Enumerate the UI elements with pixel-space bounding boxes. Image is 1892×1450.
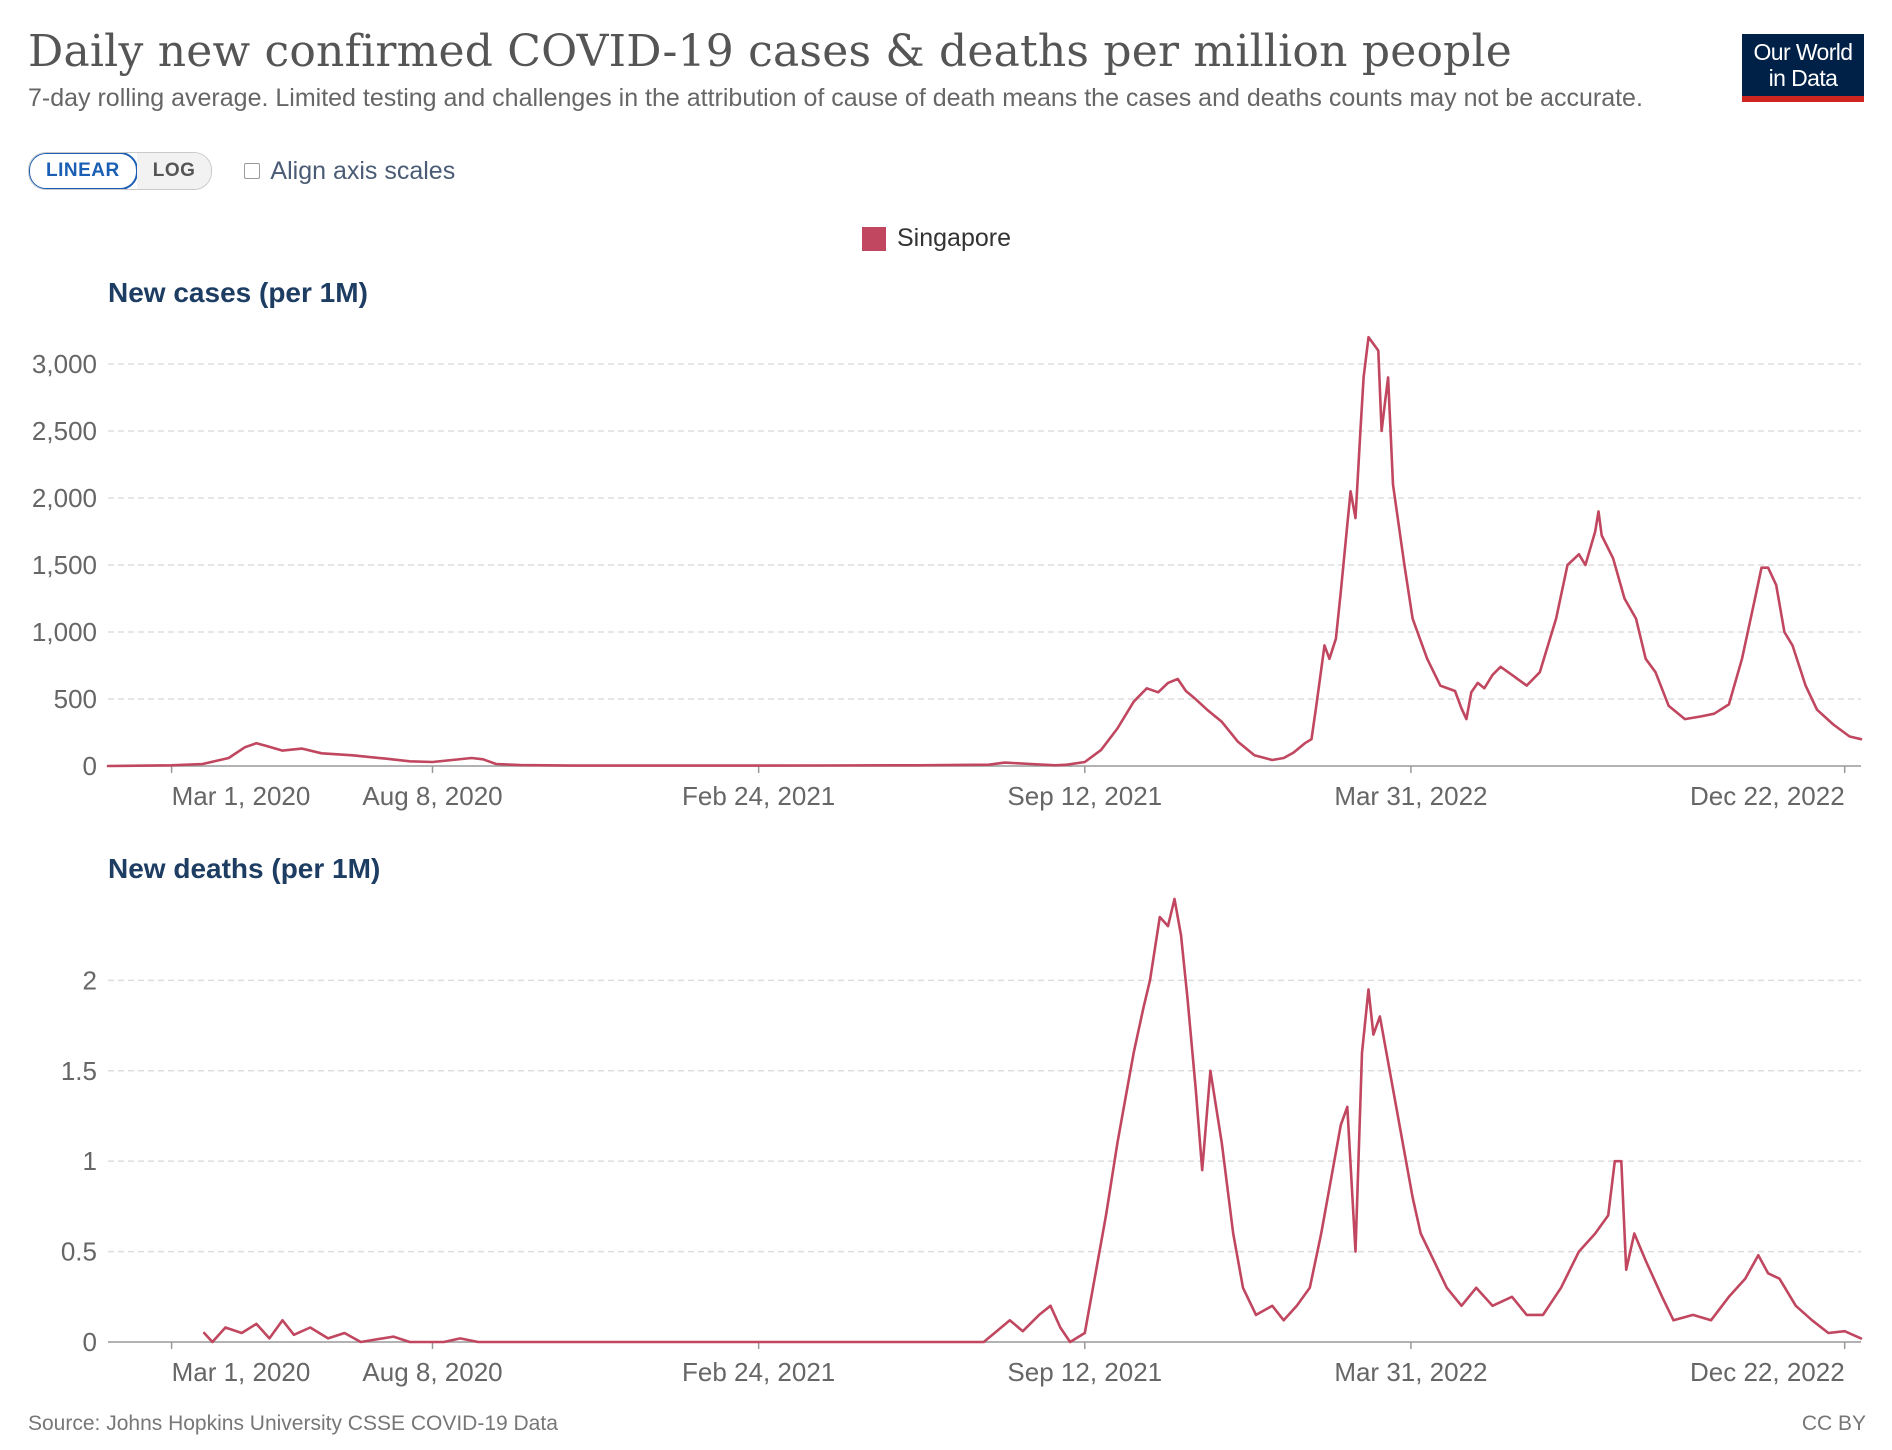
legend-item-singapore[interactable]: Singapore — [862, 224, 1011, 253]
align-axis-scales-toggle[interactable]: Align axis scales — [244, 157, 455, 186]
cases-y-tick-label: 500 — [54, 684, 97, 714]
deaths-x-tick-label: Aug 8, 2020 — [362, 1357, 502, 1387]
deaths-x-tick-label: Sep 12, 2021 — [1007, 1357, 1162, 1387]
cases-y-tick-label: 3,000 — [32, 349, 97, 379]
cases-y-tick-label: 2,500 — [32, 416, 97, 446]
logo-line-2: in Data — [1768, 65, 1838, 91]
align-axis-checkbox[interactable] — [244, 163, 261, 179]
deaths-y-tick-label: 2 — [83, 965, 97, 995]
deaths-x-tick-label: Dec 22, 2022 — [1690, 1357, 1845, 1387]
deaths-y-tick-label: 1 — [83, 1146, 97, 1176]
cases-series-line-singapore[interactable] — [106, 335, 1863, 768]
owid-logo[interactable]: Our World in Data — [1742, 34, 1864, 102]
cases-y-tick-label: 0 — [83, 751, 97, 781]
deaths-series-line-singapore[interactable] — [202, 897, 1863, 1344]
legend-swatch — [862, 226, 886, 251]
cases-x-tick-label: Sep 12, 2021 — [1007, 781, 1162, 811]
cases-x-tick-label: Aug 8, 2020 — [362, 781, 502, 811]
deaths-x-tick-label: Feb 24, 2021 — [682, 1357, 835, 1387]
license-link[interactable]: CC BY — [1801, 1412, 1866, 1435]
cases-panel-title: New cases (per 1M) — [108, 277, 368, 308]
align-axis-label: Align axis scales — [270, 156, 456, 185]
deaths-panel-title: New deaths (per 1M) — [108, 853, 380, 884]
chart-subtitle: 7-day rolling average. Limited testing a… — [28, 84, 1643, 112]
deaths-y-tick-label: 1.5 — [61, 1056, 97, 1086]
cases-x-tick-label: Feb 24, 2021 — [682, 781, 835, 811]
cases-y-tick-label: 1,500 — [32, 550, 97, 580]
chart-title: Daily new confirmed COVID-19 cases & dea… — [28, 26, 1513, 77]
legend-label: Singapore — [897, 224, 1011, 252]
logo-line-1: Our World — [1753, 39, 1854, 65]
deaths-x-tick-label: Mar 1, 2020 — [172, 1357, 311, 1387]
chart-controls: LINEAR LOG Align axis scales — [28, 152, 455, 190]
cases-y-tick-label: 1,000 — [32, 617, 97, 647]
cases-x-tick-label: Mar 1, 2020 — [172, 781, 311, 811]
cases-x-tick-label: Dec 22, 2022 — [1690, 781, 1845, 811]
cases-y-tick-label: 2,000 — [32, 483, 97, 513]
deaths-x-tick-label: Mar 31, 2022 — [1334, 1357, 1487, 1387]
scale-toggle: LINEAR LOG — [28, 152, 213, 190]
deaths-y-tick-label: 0 — [83, 1327, 97, 1357]
deaths-y-tick-label: 0.5 — [61, 1237, 97, 1267]
source-note: Source: Johns Hopkins University CSSE CO… — [28, 1412, 558, 1435]
log-scale-button[interactable]: LOG — [136, 153, 212, 189]
cases-x-tick-label: Mar 31, 2022 — [1334, 781, 1487, 811]
